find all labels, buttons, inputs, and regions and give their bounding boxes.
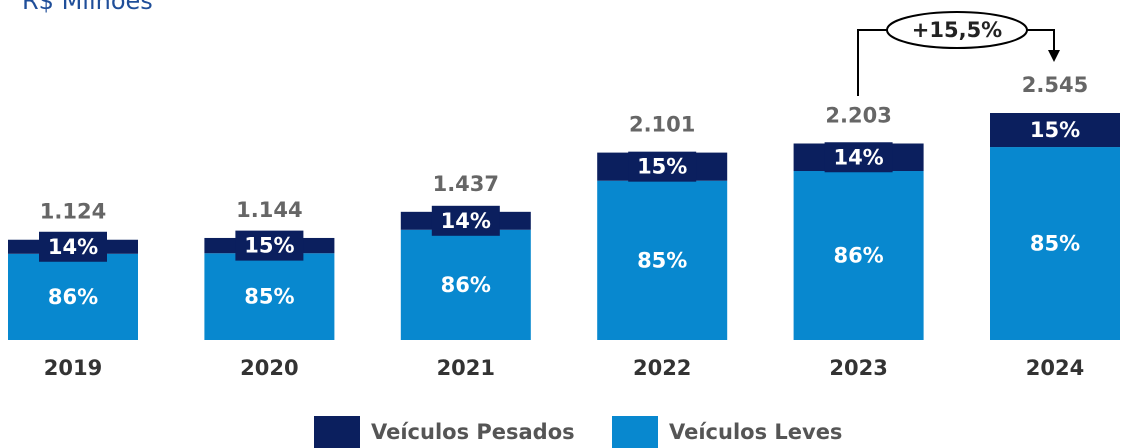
segment-label: 85% [1030, 232, 1080, 256]
annotation-oval [886, 11, 1028, 49]
x-tick-label: 2021 [437, 356, 495, 380]
bar-segment [793, 171, 924, 340]
x-tick-label: 2019 [44, 356, 102, 380]
bar-segment [8, 253, 138, 340]
total-label: 2.545 [1022, 73, 1088, 97]
segment-label: 15% [1030, 118, 1080, 142]
segment-label: 15% [244, 234, 294, 258]
total-label: 2.203 [825, 104, 891, 128]
x-tick-label: 2020 [240, 356, 298, 380]
total-label: 1.437 [433, 172, 499, 196]
total-label: 2.101 [629, 113, 695, 137]
bar-segment [597, 180, 728, 340]
total-label: 1.124 [40, 200, 106, 224]
legend-swatch [314, 416, 360, 448]
bar-segment [990, 147, 1120, 340]
annotation-arrow [1048, 50, 1060, 62]
growth-annotation [857, 11, 1060, 96]
bar-segment [400, 229, 531, 340]
chart-title: R$ Milhões [22, 0, 153, 15]
segment-label: 85% [637, 248, 687, 272]
bar-segment [990, 113, 1120, 148]
segment-label: 86% [833, 244, 883, 268]
label-box [628, 151, 697, 182]
label-box [39, 231, 107, 262]
segment-label: 14% [833, 145, 883, 169]
annotation-line [1026, 29, 1055, 52]
x-tick-label: 2024 [1026, 356, 1084, 380]
segment-label: 85% [244, 285, 294, 309]
label-box [431, 205, 500, 236]
segment-label: 86% [48, 285, 98, 309]
annotation-text: +15,5% [912, 18, 1002, 42]
label-box [235, 230, 304, 261]
segment-label: 86% [441, 273, 491, 297]
x-tick-label: 2022 [633, 356, 691, 380]
x-tick-label: 2023 [829, 356, 887, 380]
total-label: 1.144 [236, 198, 302, 222]
legend-swatch [612, 416, 658, 448]
legend-label: Veículos Leves [669, 420, 842, 444]
segment-label: 14% [441, 209, 491, 233]
label-box [824, 142, 893, 173]
segment-label: 14% [48, 235, 98, 259]
bar-segment [204, 253, 335, 340]
annotation-line [857, 29, 888, 96]
legend-label: Veículos Pesados [371, 420, 575, 444]
segment-label: 15% [637, 155, 687, 179]
